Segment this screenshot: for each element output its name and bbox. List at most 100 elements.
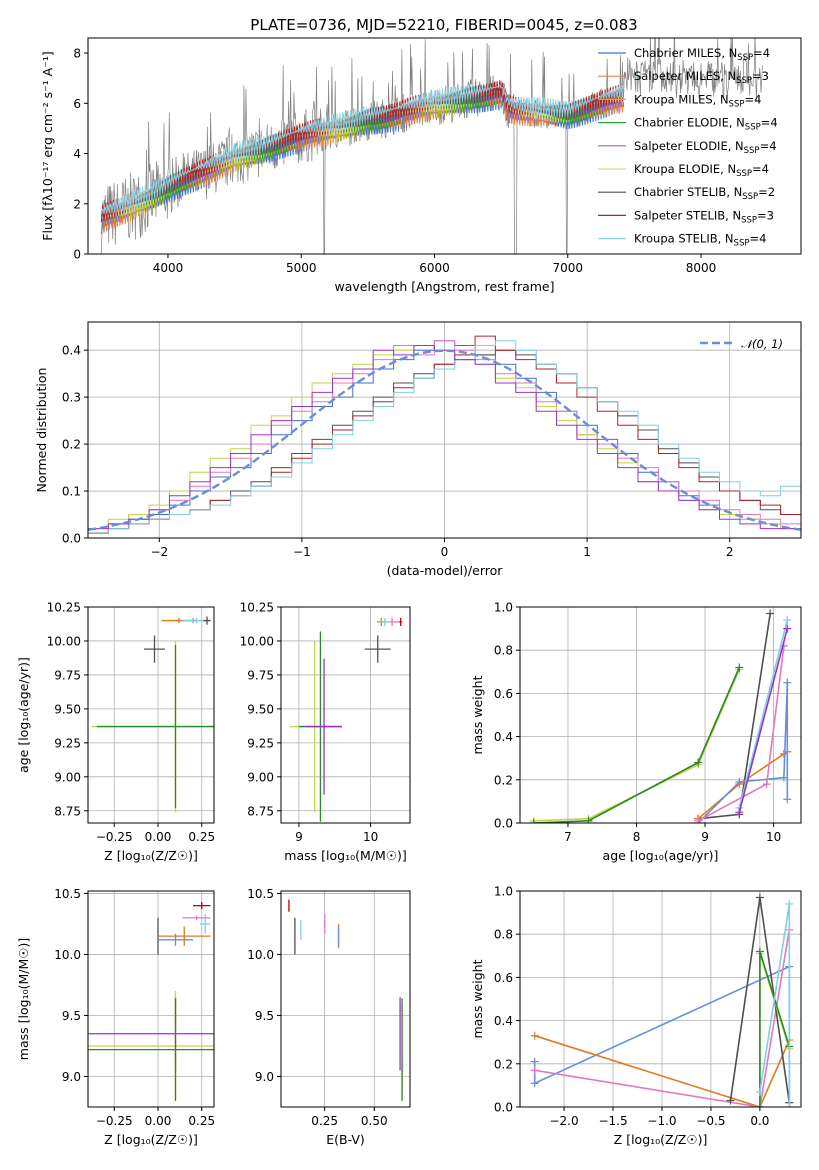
y-tick-label: 0.6	[494, 971, 513, 985]
y-tick-label: 4	[73, 147, 81, 161]
weight-series-line	[534, 1034, 791, 1107]
x-tick-label: −1.5	[598, 1114, 627, 1128]
x-tick-label: 0	[441, 545, 449, 559]
weight-series-line	[534, 929, 791, 1107]
legend-label-sub: SSP	[734, 239, 750, 249]
weight-point-marker	[785, 1103, 794, 1107]
weight-point-marker	[755, 1087, 764, 1096]
y-axis-label: age [log₁₀(age/yr)]	[16, 657, 31, 773]
model-spectrum-line	[101, 93, 509, 223]
residuals-histogram-panel: −2 −1 0 1 2 0.0 0.1 0.2 0.3 0.4 (data-model)/error…	[34, 321, 802, 578]
x-tick-label: 0.00	[145, 830, 172, 844]
x-tick-label: 0.00	[145, 1114, 172, 1128]
weight-point-marker	[755, 1103, 764, 1107]
legend-label-main: Chabrier MILES, N	[634, 46, 737, 60]
y-tick-label: 6	[73, 97, 81, 111]
legend-label-main: Chabrier STELIB, N	[634, 185, 742, 199]
error-bars	[88, 901, 214, 1101]
x-tick-label: 0.25	[311, 1114, 338, 1128]
x-tick-label: 9	[295, 830, 303, 844]
x-axis-label: Z [log₁₀(Z/Z☉)]	[104, 848, 198, 863]
y-tick-label: 0.4	[494, 730, 513, 744]
y-tick-label: 8.75	[54, 804, 81, 818]
legend-label-main: Kroupa ELODIE, N	[634, 162, 736, 176]
x-tick-label: 1	[583, 545, 591, 559]
legend-label: Salpeter ELODIE, NSSP=4	[634, 139, 777, 156]
x-axis-label: wavelength [Angstrom, rest frame]	[334, 279, 554, 294]
y-tick-label: 8	[73, 47, 81, 61]
x-tick-label: −2	[150, 545, 168, 559]
x-tick-label: −1	[293, 545, 311, 559]
x-tick-label: −0.5	[696, 1114, 725, 1128]
weight-point-marker	[779, 773, 788, 782]
y-tick-label: 0.0	[494, 817, 513, 831]
legend-label-suffix: =4	[761, 116, 778, 130]
legend-label-sub: SSP	[736, 76, 752, 86]
y-tick-label: 10.0	[54, 948, 81, 962]
x-tick-label: 7	[564, 830, 572, 844]
y-tick-label: 0	[73, 248, 81, 262]
x-tick-label: −0.25	[96, 1114, 133, 1128]
y-tick-label: 2	[73, 197, 81, 211]
y-tick-label: 9.75	[54, 668, 81, 682]
legend-label-main: Chabrier ELODIE, N	[634, 116, 745, 130]
legend-label-main: Salpeter MILES, N	[634, 69, 736, 83]
y-tick-label: 9.00	[247, 770, 274, 784]
weight-point-marker	[783, 624, 792, 633]
plot-frame	[87, 37, 802, 255]
legend-label-main: Salpeter ELODIE, N	[634, 139, 744, 153]
plot-frame	[280, 606, 411, 824]
legend-label: Kroupa ELODIE, NSSP=4	[634, 162, 769, 179]
legend-label-suffix: =3	[757, 208, 774, 222]
legend-label-sub: SSP	[736, 169, 752, 179]
y-tick-label: 9.5	[62, 1009, 81, 1023]
plot-frame	[280, 890, 411, 1108]
y-tick-label: 0.8	[494, 644, 513, 658]
x-tick-label: 4000	[153, 261, 184, 275]
weight-series-line	[738, 628, 789, 813]
x-tick-label: 8	[633, 830, 641, 844]
y-tick-label: 10.5	[247, 887, 274, 901]
y-tick-label: 0.4	[494, 1014, 513, 1028]
plot-frame	[87, 606, 215, 824]
weight-point-marker	[694, 758, 703, 767]
weight-point-marker	[755, 893, 764, 902]
weight-point-marker	[755, 947, 764, 956]
weight-point-marker	[726, 1096, 735, 1105]
y-tick-label: 1.0	[494, 601, 513, 615]
weight-point-marker	[530, 1079, 539, 1088]
x-tick-label: 7000	[553, 261, 584, 275]
mass-weight-vs-age-panel: 7 8 9 10 0.0 0.2 0.4 0.6 0.8 1.0 age [log₁₀(age/yr…	[470, 601, 802, 863]
y-tick-label: 0.2	[494, 773, 513, 787]
x-tick-label: 0.0	[750, 1114, 769, 1128]
histogram-step-line	[88, 345, 801, 530]
x-tick-label: 8000	[686, 261, 717, 275]
weight-lines	[529, 609, 792, 823]
legend-label-main: Salpeter STELIB, N	[634, 208, 741, 222]
legend-label: Kroupa MILES, NSSP=4	[634, 92, 761, 109]
y-tick-label: 0.6	[494, 687, 513, 701]
y-axis-label: Flux [fλ10⁻¹⁷ erg cm⁻² s⁻¹ A⁻¹]	[40, 51, 55, 240]
y-tick-label: 9.0	[255, 1070, 274, 1084]
legend-label-sub: SSP	[737, 53, 753, 63]
y-tick-label: 0.0	[62, 532, 81, 546]
x-tick-label: 0.50	[361, 1114, 388, 1128]
y-tick-label: 9.50	[54, 702, 81, 716]
y-axis-label: mass weight	[470, 675, 485, 754]
error-bars	[91, 616, 214, 813]
legend-label-sub: SSP	[744, 146, 760, 156]
weight-point-marker	[694, 816, 703, 823]
x-tick-label: −1.0	[647, 1114, 676, 1128]
age-vs-metallicity-panel: −0.25 0.00 0.25 8.75 9.00 9.25 9.50 9.75 10.00 10…	[16, 601, 215, 864]
weight-point-marker	[766, 609, 775, 618]
legend-label: Salpeter MILES, NSSP=3	[634, 69, 769, 86]
y-tick-label: 0.0	[494, 1101, 513, 1115]
y-tick-label: 0.2	[494, 1057, 513, 1071]
legend-label-main: Kroupa STELIB, N	[634, 232, 734, 246]
weight-point-marker	[735, 777, 744, 786]
legend-label-suffix: =4	[753, 46, 770, 60]
weight-point-marker	[783, 615, 792, 624]
legend-label-main: Kroupa MILES, N	[634, 92, 729, 106]
weight-point-marker	[735, 808, 744, 817]
